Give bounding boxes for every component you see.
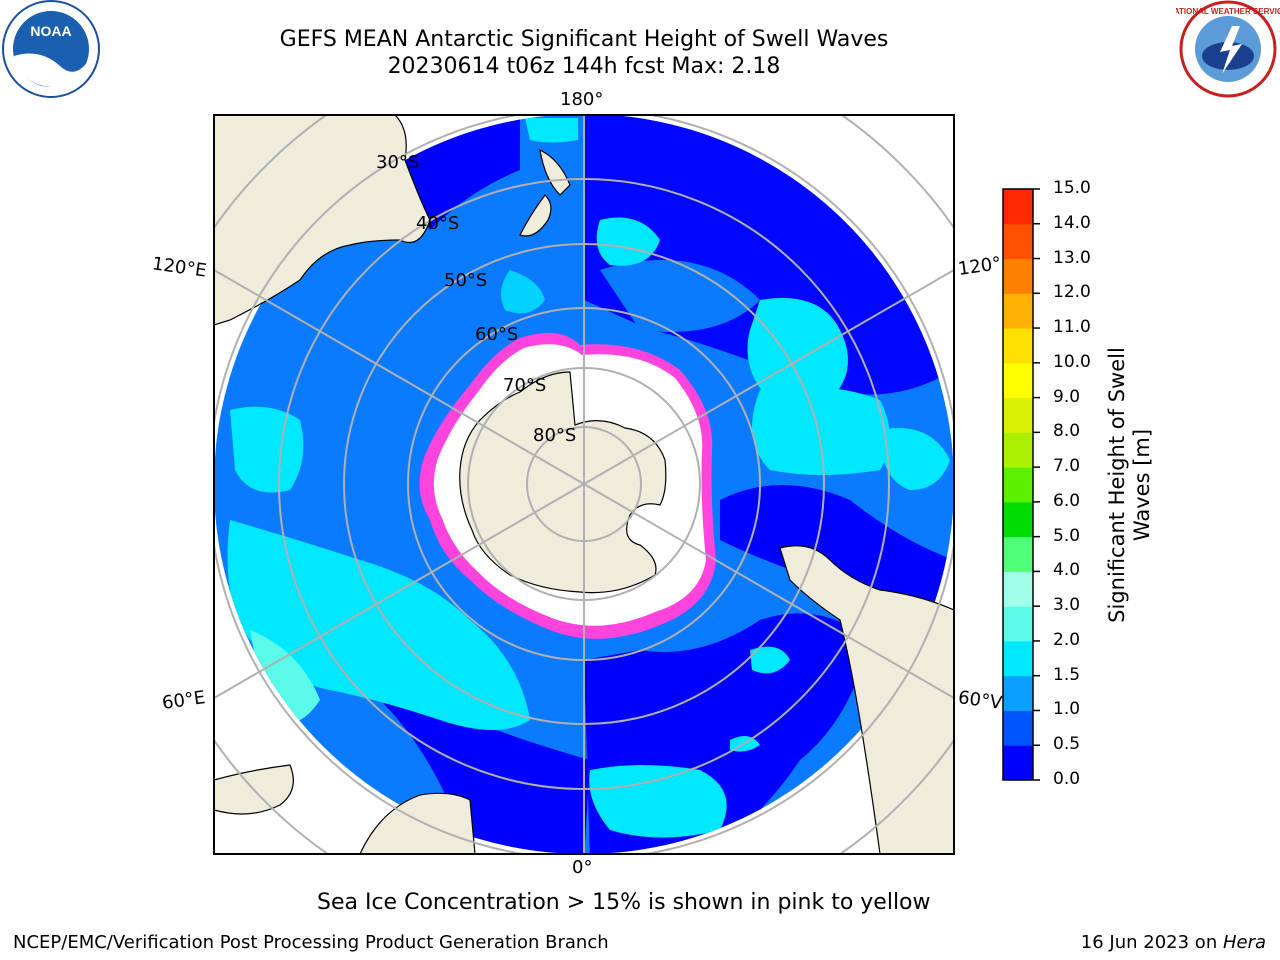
noaa-logo: NOAA	[2, 0, 100, 98]
noaa-logo-text: NOAA	[30, 23, 71, 39]
lat-label-70s: 70°S	[503, 375, 547, 396]
colorbar-frame	[1002, 188, 1034, 781]
lat-label-40s: 40°S	[416, 213, 460, 234]
machine-name: Hera	[1222, 932, 1266, 953]
colorbar-segment	[1003, 258, 1033, 294]
colorbar-segment	[1003, 432, 1033, 468]
colorbar-tick-label: 9.0	[1053, 386, 1081, 407]
south-america	[779, 545, 954, 854]
colorbar-tick-label: 1.5	[1053, 664, 1081, 685]
colorbar-tick-label: 5.0	[1053, 525, 1081, 546]
colorbar-segment	[1003, 467, 1033, 503]
colorbar-segment	[1003, 606, 1033, 642]
lat-label-50s: 50°S	[444, 270, 488, 291]
colorbar-tick-label: 12.0	[1053, 282, 1091, 303]
colorbar-segment	[1003, 536, 1033, 572]
date-text: 16 Jun 2023 on	[1080, 932, 1223, 953]
issue-date: 16 Jun 2023 on Hera	[1081, 932, 1266, 953]
colorbar-tick-label: 0.5	[1053, 734, 1081, 755]
colorbar-segment	[1003, 745, 1033, 781]
africa	[359, 792, 476, 854]
colorbar-tick-label: 6.0	[1053, 490, 1081, 511]
colorbar-tick-label: 1.0	[1053, 699, 1081, 720]
colorbar	[1003, 188, 1040, 781]
lat-label-60s: 60°S	[475, 324, 519, 345]
colorbar-tick-label: 13.0	[1053, 247, 1091, 268]
colorbar-segment	[1003, 223, 1033, 260]
colorbar-tick-label: 15.0	[1053, 178, 1091, 198]
title-line-2: 20230614 t06z 144h fcst Max: 2.18	[387, 54, 781, 79]
colorbar-tick-label: 10.0	[1053, 351, 1091, 372]
colorbar-label: Significant Height of Swell Waves [m]	[1105, 347, 1154, 623]
colorbar-tick-label: 4.0	[1053, 560, 1081, 581]
antarctica	[459, 371, 667, 594]
colorbar-segment	[1003, 571, 1033, 607]
colorbar-tick-label: 0.0	[1053, 769, 1081, 789]
colorbar-segment	[1003, 675, 1033, 711]
map-frame	[213, 114, 955, 855]
colorbar-tick-label: 7.0	[1053, 456, 1081, 477]
nws-logo-text: NATIONAL WEATHER SERVICE	[1176, 7, 1280, 16]
colorbar-tick-label: 11.0	[1053, 317, 1091, 338]
colorbar-tick-label: 3.0	[1053, 595, 1081, 616]
graticule	[214, 115, 954, 854]
lon-label-180: 180°	[560, 89, 604, 110]
new-zealand	[519, 148, 571, 237]
lon-label-0: 0°	[572, 857, 593, 878]
lat-label-30s: 30°S	[376, 152, 420, 173]
colorbar-segment	[1003, 293, 1033, 329]
colorbar-segment	[1003, 640, 1033, 677]
title-line-1: GEFS MEAN Antarctic Significant Height o…	[279, 27, 889, 52]
colorbar-segment	[1003, 189, 1033, 225]
colorbar-segment	[1003, 710, 1033, 746]
lat-label-80s: 80°S	[533, 425, 577, 446]
colorbar-segment	[1003, 362, 1033, 399]
colorbar-segment	[1003, 501, 1033, 538]
credit: NCEP/EMC/Verification Post Processing Pr…	[13, 932, 609, 953]
colorbar-tick-label: 14.0	[1053, 212, 1091, 233]
colorbar-tick-label: 8.0	[1053, 421, 1081, 442]
nws-logo: NATIONAL WEATHER SERVICE	[1176, 0, 1280, 98]
footnote: Sea Ice Concentration > 15% is shown in …	[317, 890, 931, 915]
colorbar-tick-label: 2.0	[1053, 629, 1081, 650]
colorbar-segment	[1003, 328, 1033, 364]
colorbar-segment	[1003, 397, 1033, 433]
